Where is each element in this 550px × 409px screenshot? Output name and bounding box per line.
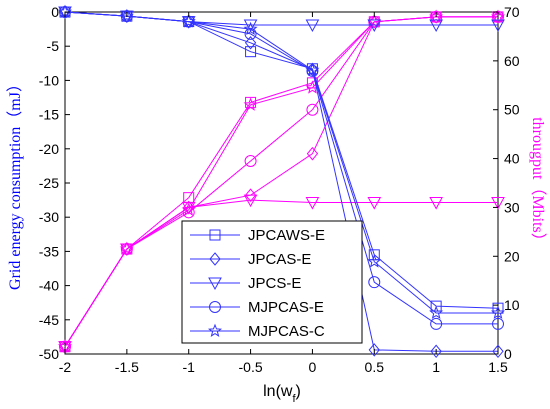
legend-box [181,220,363,344]
left-axis-tick-label: 0 [51,4,59,20]
x-axis-tick-label: 1 [432,359,440,375]
energy-point [429,19,443,33]
x-axis-label: ln(wf) [263,383,301,405]
x-axis-tick-label: 0.5 [365,359,385,375]
energy-point [492,317,504,330]
left-axis-tick-label: -10 [39,72,59,88]
left-axis-label: Grid energy consumption（mJ） [6,76,24,290]
throughput-point [244,188,257,202]
throughput-point [429,9,444,23]
energy-point [430,317,443,330]
left-axis-tick-label: -5 [47,38,60,54]
energy-point [245,46,257,58]
energy-point [244,35,257,50]
legend-entry: MJPCAS-E [190,299,324,316]
x-axis-tick-label: -1.5 [115,359,139,375]
energy-point [490,305,506,319]
energy-point [244,27,257,40]
energy-point [430,344,442,359]
right-axis-tick-label: 0 [504,346,512,362]
left-axis-tick-label: -40 [39,278,59,294]
x-axis-tick-label: -1 [182,359,195,375]
x-axis-tick-label: 0 [309,359,317,375]
legend-label: JPCAS-E [248,251,311,268]
energy-point [243,21,258,36]
energy-point [367,254,382,268]
right-axis-tick-label: 50 [504,102,520,118]
energy-point [368,249,380,261]
legend-marker [208,277,222,291]
x-axis-label-subscript: f [292,393,296,405]
throughput-point [244,155,257,168]
energy-point [491,19,505,33]
energy-series-star [57,4,506,319]
left-axis-tick-label: -30 [39,209,59,225]
energy-point [305,62,320,77]
series-layer [57,4,506,359]
right-axis-tick-label: 60 [504,53,520,69]
legend-entry: MJPCAS-C [190,323,325,340]
left-axis-tick-label: -15 [39,107,59,123]
left-axis-tick-label: -45 [39,312,59,328]
legend-marker [207,323,223,337]
energy-point [305,19,320,33]
energy-point [429,305,444,319]
left-axis-tick-label: -50 [39,346,59,362]
legend-entry: JPCAS-E [190,251,311,268]
right-axis-tick-label: 20 [504,248,520,264]
legend-label: JPCS-E [248,275,301,292]
right-axis-tick-label: 10 [504,297,520,313]
energy-point [243,19,258,33]
legend-marker [209,252,221,266]
throughput-point [429,197,443,210]
energy-point [367,19,382,33]
legend-marker [209,301,221,313]
energy-point [430,300,442,312]
axes-layer: 0-5-10-15-20-25-30-35-40-45-50 0102030405… [39,4,520,375]
legend: JPCAWS-E JPCAS-E JPCS-E MJPCAS-E MJPCAS-C [181,220,363,344]
left-axis-tick-label: -25 [39,175,59,191]
x-axis-tick-label: -0.5 [239,359,263,375]
throughput-point [490,9,506,23]
legend-entry: JPCAWS-E [190,227,325,244]
left-axis-tick-label: -35 [39,243,59,259]
throughput-point [181,202,196,216]
right-axis-tick-label: 70 [504,4,520,20]
energy-point [492,344,504,359]
throughput-point [243,97,258,111]
throughput-point [305,197,320,210]
x-axis-label-close: ) [296,383,301,400]
legend-label: MJPCAS-E [248,299,324,316]
energy-point [368,343,380,357]
right-axis-label: througput（Mbits） [529,117,547,249]
legend-label: MJPCAS-C [248,323,325,340]
x-axis-label-main: ln(w [263,383,293,400]
energy-point [119,8,134,23]
throughput-point [306,146,319,161]
right-axis-tick-label: 30 [504,199,520,215]
energy-line [64,11,498,314]
legend-entry: JPCS-E [190,275,301,292]
throughput-point [306,103,319,116]
throughput-series-star [57,9,506,353]
x-axis-tick-label: 1.5 [488,359,508,375]
throughput-point [491,197,505,210]
throughput-point [367,197,382,210]
throughput-point [243,194,258,208]
energy-point [368,276,381,289]
right-axis-tick-label: 40 [504,151,520,167]
throughput-line [64,16,498,347]
throughput-point [182,206,195,219]
legend-label: JPCAWS-E [248,227,325,244]
left-axis-tick-label: -20 [39,141,59,157]
throughput-point [119,241,134,255]
x-axis-tick-label: -2 [59,359,72,375]
energy-point [181,14,196,28]
legend-marker [209,229,221,241]
